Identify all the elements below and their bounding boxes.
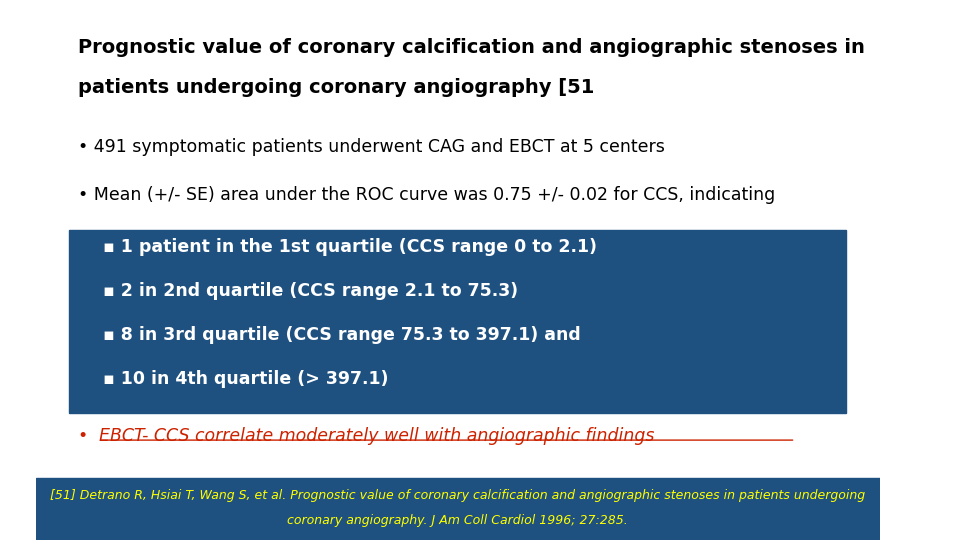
- FancyBboxPatch shape: [69, 230, 846, 413]
- Text: Prognostic value of coronary calcification and angiographic stenoses in: Prognostic value of coronary calcificati…: [78, 38, 865, 57]
- Text: • 491 symptomatic patients underwent CAG and EBCT at 5 centers: • 491 symptomatic patients underwent CAG…: [78, 138, 664, 156]
- Text: EBCT- CCS correlate moderately well with angiographic findings: EBCT- CCS correlate moderately well with…: [99, 427, 655, 444]
- Text: ▪ 2 in 2nd quartile (CCS range 2.1 to 75.3): ▪ 2 in 2nd quartile (CCS range 2.1 to 75…: [103, 282, 518, 300]
- Text: [51] Detrano R, Hsiai T, Wang S, et al. Prognostic value of coronary calcificati: [51] Detrano R, Hsiai T, Wang S, et al. …: [50, 489, 865, 502]
- FancyBboxPatch shape: [36, 478, 880, 540]
- Text: coronary angiography. J Am Coll Cardiol 1996; 27:285.: coronary angiography. J Am Coll Cardiol …: [287, 514, 628, 527]
- Text: •: •: [78, 427, 93, 444]
- Text: • Mean (+/- SE) area under the ROC curve was 0.75 +/- 0.02 for CCS, indicating: • Mean (+/- SE) area under the ROC curve…: [78, 186, 775, 204]
- Text: ▪ 1 patient in the 1st quartile (CCS range 0 to 2.1): ▪ 1 patient in the 1st quartile (CCS ran…: [103, 238, 597, 255]
- Text: ▪ 10 in 4th quartile (> 397.1): ▪ 10 in 4th quartile (> 397.1): [103, 370, 389, 388]
- Text: patients undergoing coronary angiography [51: patients undergoing coronary angiography…: [78, 78, 594, 97]
- Text: ▪ 8 in 3rd quartile (CCS range 75.3 to 397.1) and: ▪ 8 in 3rd quartile (CCS range 75.3 to 3…: [103, 326, 581, 344]
